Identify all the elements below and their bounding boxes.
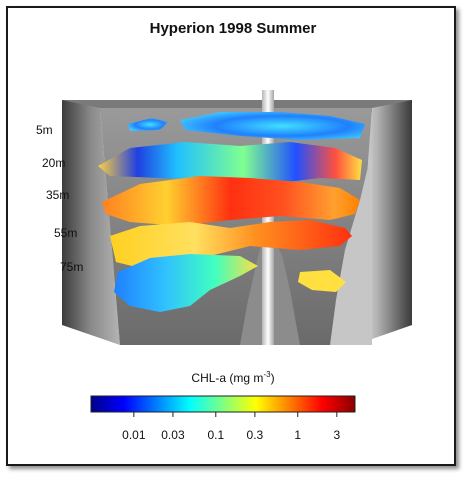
- colorbar-tick-label: 1: [294, 428, 302, 442]
- depth-label-5m: 5m: [36, 123, 53, 137]
- chart-title: Hyperion 1998 Summer: [149, 20, 317, 37]
- depth-label-35m: 35m: [46, 188, 70, 202]
- colorbar-tick-label: 3: [333, 428, 341, 442]
- layer-5m: [128, 112, 365, 140]
- layer-75m: [114, 254, 346, 312]
- right-slope: [330, 150, 372, 345]
- left-wall: [62, 100, 120, 345]
- colorbar-ticks: [133, 412, 338, 417]
- depth-label-75m: 75m: [60, 260, 84, 274]
- colorbar-tick-label: 0.1: [207, 428, 225, 442]
- colorbar: [90, 395, 356, 413]
- layer-35m: [102, 176, 360, 226]
- colorbar-label: CHL-a (mg m-3): [191, 370, 275, 385]
- depth-label-20m: 20m: [42, 156, 66, 170]
- layer-20m: [98, 142, 362, 184]
- colorbar-tick-label: 0.01: [122, 428, 146, 442]
- depth-label-55m: 55m: [54, 226, 78, 240]
- colorbar-tick-label: 0.03: [161, 428, 185, 442]
- colorbar-tick-label: 0.3: [246, 428, 264, 442]
